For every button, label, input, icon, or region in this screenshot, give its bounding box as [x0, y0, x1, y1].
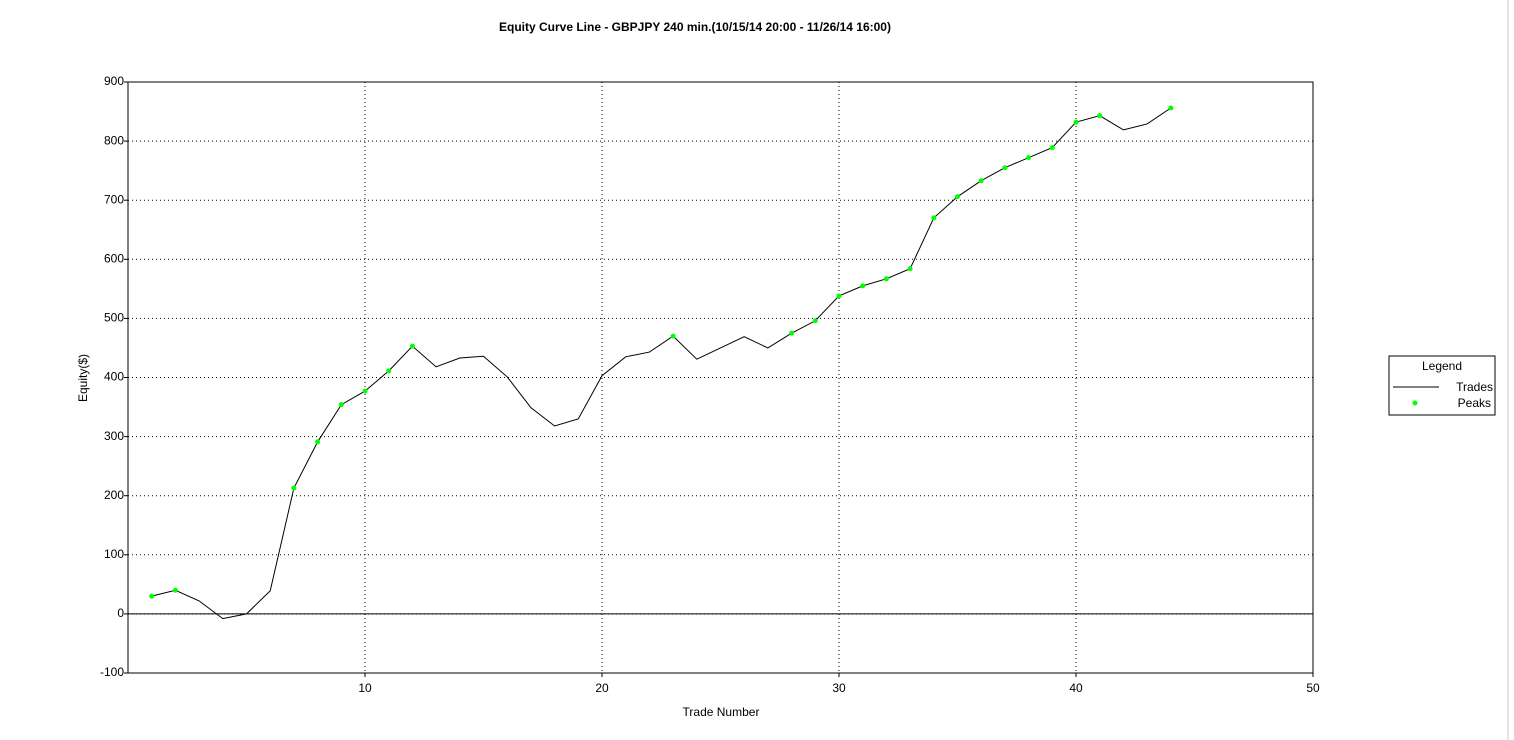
peak-point — [1049, 145, 1055, 151]
legend-entry: Peaks — [1458, 396, 1491, 410]
peak-point — [338, 402, 344, 408]
peak-point — [386, 368, 392, 374]
y-tick-label: 500 — [104, 311, 124, 325]
legend-box — [1388, 355, 1496, 416]
peak-point — [1168, 105, 1174, 111]
legend-entry: Trades — [1456, 380, 1493, 394]
y-tick-label: 600 — [104, 251, 124, 265]
peak-point — [315, 439, 321, 445]
chart-title: Equity Curve Line - GBPJPY 240 min.(10/1… — [499, 20, 891, 34]
legend-peaks-swatch — [1412, 400, 1418, 406]
y-tick-label: 300 — [104, 429, 124, 443]
y-tick-label: 0 — [117, 606, 124, 620]
peak-point — [149, 593, 155, 599]
x-tick-label: 10 — [358, 681, 372, 695]
y-tick-label: 400 — [104, 370, 124, 384]
y-axis-label: Equity($) — [76, 354, 90, 402]
trades-line — [151, 107, 1172, 620]
y-tick-label: 700 — [104, 192, 124, 206]
peak-point — [860, 283, 866, 289]
peak-point — [1097, 113, 1103, 119]
y-tick-label: -100 — [100, 665, 124, 679]
peak-point — [931, 215, 937, 221]
peak-point — [883, 276, 889, 282]
peak-point — [172, 587, 178, 593]
y-tick-label: 800 — [104, 133, 124, 147]
peak-point — [1002, 165, 1008, 171]
peak-point — [670, 333, 676, 339]
peak-point — [907, 266, 913, 272]
x-tick-label: 30 — [832, 681, 846, 695]
x-tick-label: 20 — [595, 681, 609, 695]
peak-point — [1073, 119, 1079, 125]
x-tick-label: 40 — [1069, 681, 1083, 695]
legend-title: Legend — [1422, 359, 1462, 373]
peak-point — [955, 194, 960, 200]
y-tick-label: 100 — [104, 547, 124, 561]
x-tick-label: 50 — [1306, 681, 1320, 695]
y-tick-label: 900 — [104, 74, 124, 88]
peak-point — [836, 293, 842, 299]
y-tick-label: 200 — [104, 488, 124, 502]
peak-point — [362, 388, 368, 394]
peak-point — [291, 485, 297, 491]
peak-point — [409, 343, 415, 349]
peak-point — [812, 318, 818, 324]
peak-point — [789, 330, 795, 336]
peak-point — [978, 178, 984, 184]
peak-point — [1026, 155, 1032, 161]
x-axis-label: Trade Number — [683, 705, 760, 719]
